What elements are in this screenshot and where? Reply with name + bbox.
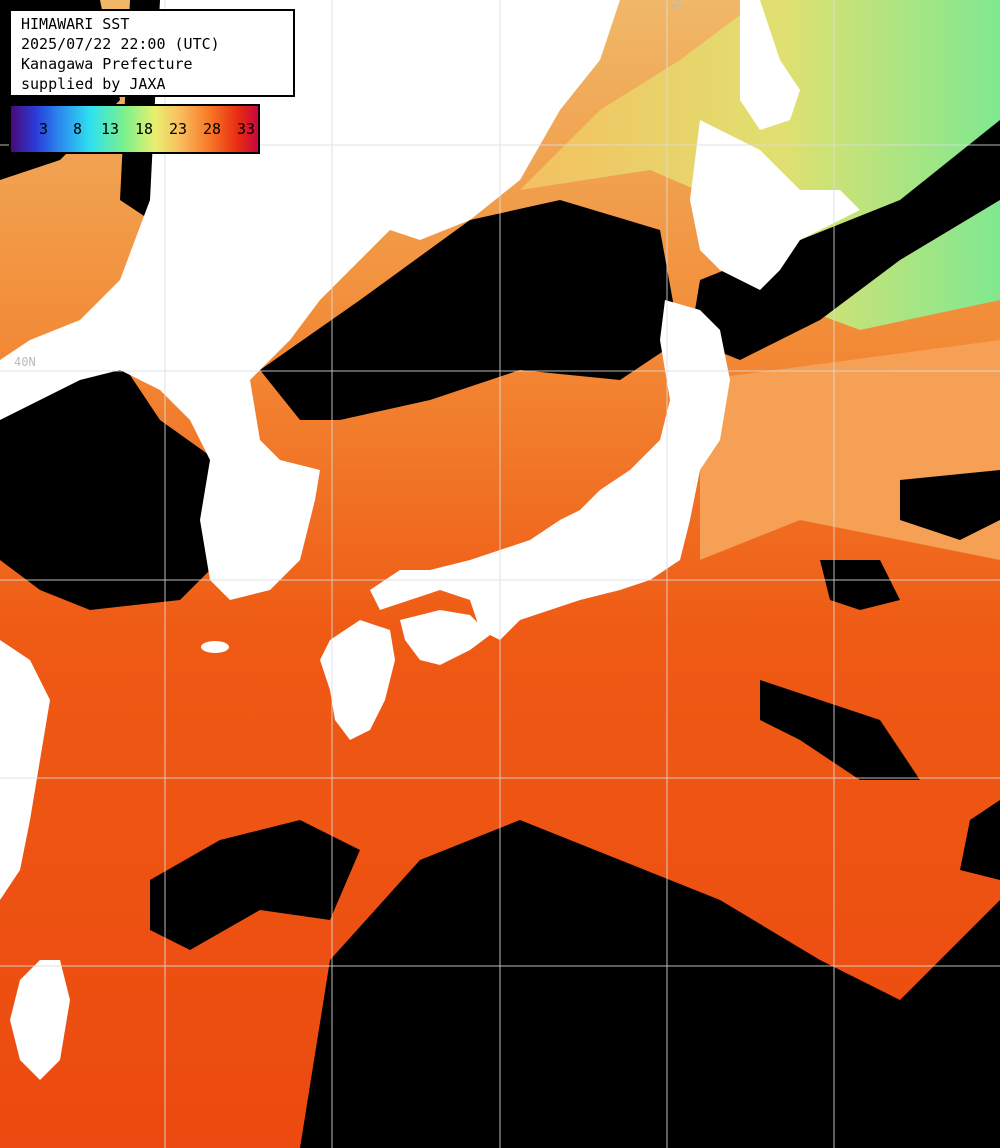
grid-label-longitude: 140E	[670, 0, 684, 10]
land-taiwan	[10, 960, 70, 1080]
land-hokkaido	[690, 120, 860, 290]
land-jeju	[201, 641, 229, 653]
land-sakhalin	[740, 0, 800, 130]
land-china-coast	[0, 640, 50, 900]
grid-label-latitude: 40N	[14, 355, 36, 369]
colorbar-label: 33	[237, 120, 256, 138]
land-kyushu	[320, 620, 395, 740]
colorbar-label: 18	[135, 120, 154, 138]
colorbar-label: 28	[203, 120, 222, 138]
colorbar-label: 23	[169, 120, 188, 138]
title-datetime: 2025/07/22 22:00 (UTC)	[21, 35, 220, 53]
colorbar-label: 8	[73, 120, 83, 138]
title-product: HIMAWARI SST	[21, 15, 130, 33]
title-box: HIMAWARI SST 2025/07/22 22:00 (UTC) Kana…	[9, 9, 295, 97]
land-shikoku	[400, 610, 490, 665]
title-organization: Kanagawa Prefecture	[21, 55, 193, 73]
colorbar-legend: 3 8 13 18 23 28 33	[9, 104, 260, 154]
title-credit: supplied by JAXA	[21, 75, 166, 93]
colorbar-label: 13	[101, 120, 120, 138]
colorbar-labels: 3 8 13 18 23 28 33	[11, 120, 258, 140]
colorbar-label: 3	[39, 120, 49, 138]
land-honshu	[370, 300, 730, 640]
